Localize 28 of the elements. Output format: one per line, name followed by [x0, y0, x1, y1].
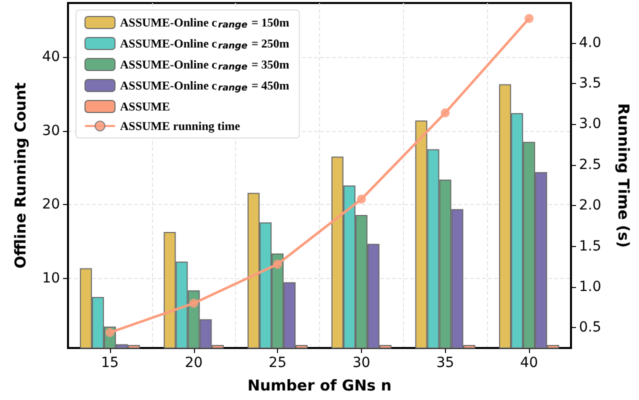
point	[273, 260, 282, 269]
y2-tick-label: 3.0	[579, 116, 602, 132]
y-axis-title: Offline Running Count	[12, 82, 30, 268]
point	[440, 108, 450, 118]
y2-tick-label: 1.0	[579, 278, 602, 295]
y2-axis-title: Running Time (s)	[614, 103, 632, 248]
x-tick-label: 20	[184, 355, 203, 371]
x-tick-label: 35	[436, 355, 454, 371]
x-axis-title: Number of GNs n	[247, 376, 392, 394]
y2-tick-label: 0.5	[579, 320, 602, 336]
y2-tick-label: 4.0	[579, 34, 602, 51]
y-tick-label: 40	[42, 48, 60, 65]
legend-label: ASSUME	[120, 100, 170, 114]
x-tick-label: 30	[352, 355, 370, 371]
point	[524, 14, 534, 23]
y-tick-label: 20	[42, 196, 60, 213]
x-tick-label: 25	[268, 355, 286, 371]
x-tick-label: 40	[520, 355, 538, 371]
y2-tick-label: 3.5	[579, 76, 602, 92]
point	[189, 298, 198, 308]
y2-tick-label: 1.5	[579, 238, 602, 254]
y2-tick-label: 2.5	[579, 156, 602, 173]
point	[356, 194, 366, 204]
legend-label: ASSUME running time	[120, 119, 241, 133]
y2-tick-label: 2.0	[579, 198, 602, 214]
y-tick-label: 10	[42, 270, 60, 287]
y-tick-label: 30	[42, 122, 60, 139]
x-tick-label: 15	[101, 355, 119, 371]
